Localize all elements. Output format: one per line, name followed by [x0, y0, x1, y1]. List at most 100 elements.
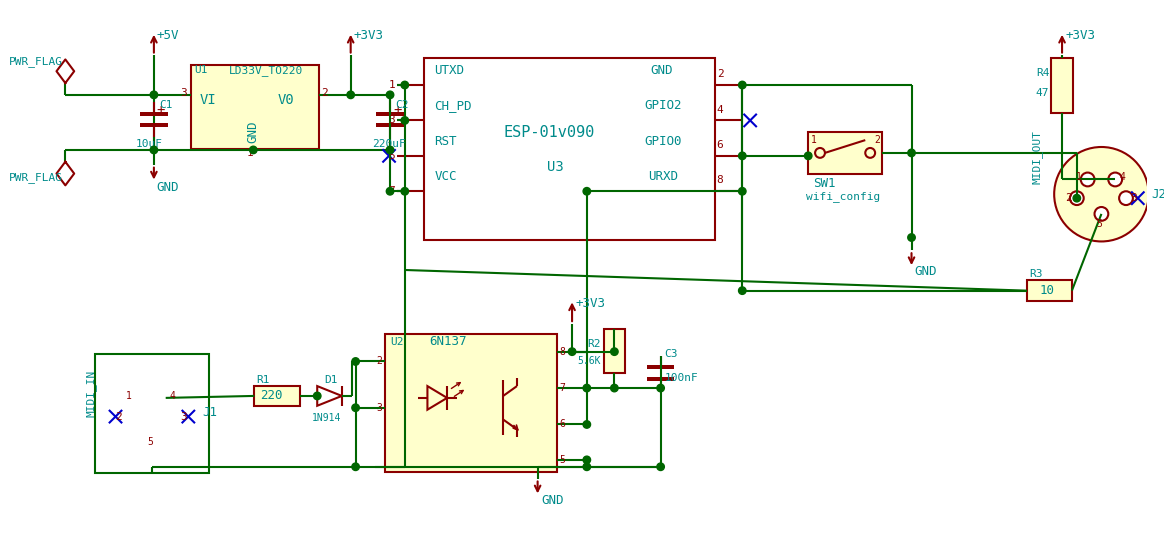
- Circle shape: [804, 152, 812, 160]
- Circle shape: [105, 365, 199, 460]
- Circle shape: [1070, 192, 1084, 205]
- Text: 7: 7: [389, 186, 395, 196]
- Bar: [647, 377, 674, 381]
- Circle shape: [352, 358, 360, 365]
- Bar: [376, 111, 404, 116]
- Text: 220uF: 220uF: [372, 139, 406, 149]
- Circle shape: [583, 456, 590, 464]
- Text: 3: 3: [389, 116, 395, 125]
- Text: 8: 8: [559, 346, 566, 357]
- Text: 7: 7: [559, 383, 566, 393]
- Text: GPIO0: GPIO0: [644, 134, 681, 147]
- Circle shape: [583, 384, 590, 392]
- Text: MIDI_IN: MIDI_IN: [85, 370, 97, 416]
- Text: D1: D1: [324, 375, 338, 385]
- Circle shape: [583, 188, 590, 195]
- Circle shape: [150, 91, 157, 98]
- Circle shape: [402, 188, 409, 195]
- Text: URXD: URXD: [648, 170, 677, 183]
- Text: 4: 4: [170, 391, 176, 401]
- Text: 2: 2: [376, 357, 382, 366]
- Text: U1: U1: [194, 65, 207, 75]
- Text: V0: V0: [278, 93, 294, 107]
- Text: 2: 2: [874, 135, 880, 145]
- Circle shape: [568, 348, 576, 356]
- Bar: [94, 353, 210, 473]
- Circle shape: [352, 463, 360, 471]
- Circle shape: [583, 463, 590, 471]
- Circle shape: [386, 146, 393, 154]
- Text: MIDI_OUT: MIDI_OUT: [1032, 130, 1043, 184]
- Circle shape: [1055, 147, 1149, 242]
- Text: wifi_config: wifi_config: [807, 191, 880, 202]
- Bar: [604, 329, 625, 373]
- Circle shape: [583, 421, 590, 428]
- Text: GND: GND: [541, 494, 565, 507]
- Text: 5: 5: [389, 151, 395, 161]
- Text: 5.6K: 5.6K: [577, 356, 601, 365]
- Text: R4: R4: [1036, 68, 1049, 78]
- Circle shape: [611, 348, 618, 356]
- Text: 6: 6: [559, 420, 566, 429]
- Text: 3: 3: [180, 88, 187, 98]
- Circle shape: [352, 404, 360, 412]
- Text: 1: 1: [811, 135, 817, 145]
- Circle shape: [402, 81, 409, 89]
- Text: UTXD: UTXD: [434, 63, 464, 77]
- Circle shape: [158, 391, 172, 405]
- Text: R1: R1: [256, 375, 270, 385]
- Text: 2: 2: [717, 69, 724, 79]
- Circle shape: [865, 148, 875, 158]
- Circle shape: [815, 148, 825, 158]
- Text: +5V: +5V: [157, 29, 179, 43]
- Circle shape: [170, 410, 184, 423]
- Text: 1N914: 1N914: [312, 413, 342, 422]
- Text: J1: J1: [203, 406, 218, 419]
- Circle shape: [656, 463, 665, 471]
- Text: RST: RST: [434, 134, 456, 147]
- Circle shape: [738, 152, 746, 160]
- Circle shape: [132, 391, 146, 405]
- Text: C2: C2: [395, 100, 409, 110]
- Circle shape: [1119, 192, 1133, 205]
- Circle shape: [1108, 173, 1122, 186]
- Circle shape: [146, 426, 158, 439]
- Text: 5: 5: [1096, 219, 1102, 229]
- Text: GND: GND: [247, 121, 260, 144]
- Text: 3: 3: [1130, 193, 1137, 203]
- Text: 5: 5: [147, 437, 152, 447]
- Text: VI: VI: [199, 93, 215, 107]
- Text: +3V3: +3V3: [1065, 29, 1095, 43]
- Text: 10: 10: [1039, 284, 1055, 297]
- Text: CH_PD: CH_PD: [434, 99, 471, 112]
- Text: 2: 2: [115, 412, 122, 422]
- Text: 3: 3: [376, 403, 382, 413]
- Circle shape: [1073, 194, 1080, 202]
- Circle shape: [738, 81, 746, 89]
- Text: VCC: VCC: [434, 170, 456, 183]
- Text: GND: GND: [157, 181, 179, 194]
- Text: GPIO2: GPIO2: [644, 99, 681, 112]
- Circle shape: [386, 188, 393, 195]
- Text: 2: 2: [1065, 193, 1072, 203]
- Text: +: +: [157, 103, 165, 117]
- Text: 220: 220: [261, 390, 283, 402]
- Text: +3V3: +3V3: [354, 29, 384, 43]
- Bar: [191, 65, 319, 149]
- Text: 6: 6: [717, 140, 724, 150]
- Text: 10uF: 10uF: [136, 139, 163, 149]
- Bar: [647, 365, 674, 370]
- Circle shape: [150, 146, 157, 154]
- Text: 4: 4: [1119, 173, 1124, 182]
- Circle shape: [611, 384, 618, 392]
- Text: 1: 1: [1076, 173, 1081, 182]
- Text: R2: R2: [587, 339, 601, 349]
- Text: 4: 4: [717, 104, 724, 115]
- Text: C3: C3: [665, 349, 679, 359]
- Circle shape: [656, 384, 665, 392]
- Circle shape: [347, 91, 354, 98]
- Text: U3: U3: [547, 160, 565, 174]
- Bar: [385, 334, 558, 472]
- Bar: [140, 123, 168, 128]
- Text: +3V3: +3V3: [575, 297, 605, 310]
